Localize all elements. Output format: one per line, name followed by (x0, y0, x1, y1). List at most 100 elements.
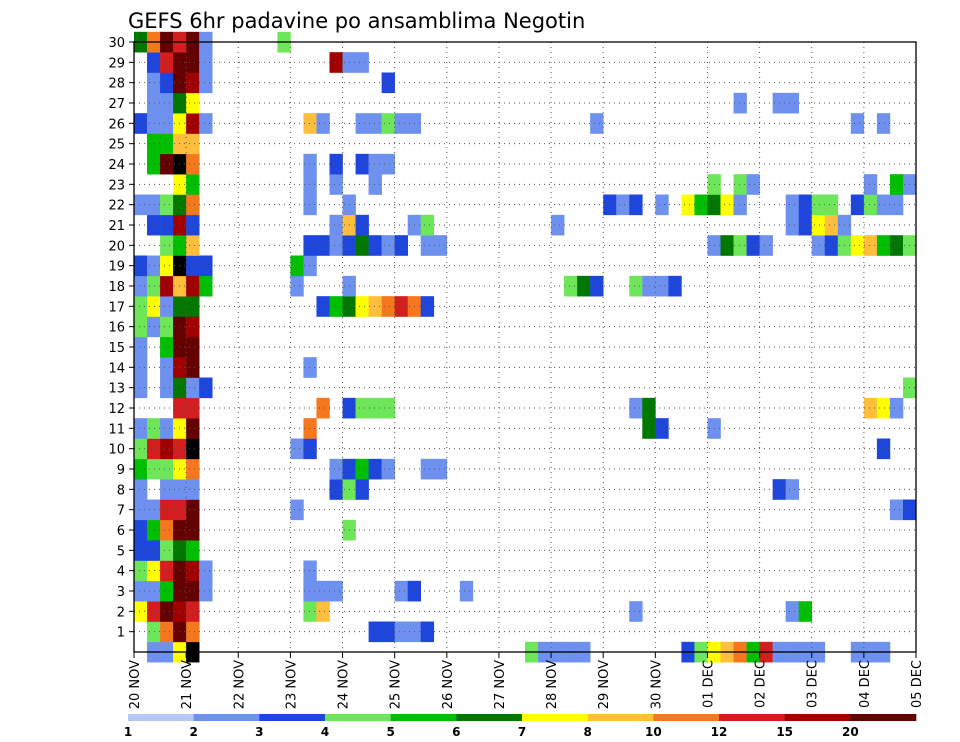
heatmap-cell (655, 418, 669, 439)
heatmap-cell (355, 52, 369, 73)
heatmap-cell (147, 194, 161, 216)
heatmap-cell (368, 113, 382, 134)
y-tick-label: 15 (108, 341, 125, 356)
heatmap-cell (134, 540, 148, 561)
colorbar-segment (850, 714, 917, 721)
colorbar-segment (784, 714, 851, 721)
heatmap-cell (876, 235, 891, 256)
y-tick-label: 20 (108, 239, 125, 254)
colorbar-segment (193, 714, 260, 721)
x-tick-label: 28 NOV (545, 660, 560, 709)
heatmap-cell (681, 194, 695, 216)
heatmap-cell (381, 235, 395, 256)
heatmap-cell (850, 113, 865, 134)
heatmap-cell (134, 296, 148, 317)
heatmap-cell (303, 580, 317, 602)
colorbar-segment (456, 714, 523, 721)
heatmap-cell (785, 601, 799, 622)
heatmap-cell (199, 52, 213, 73)
heatmap-cell (186, 296, 200, 317)
x-tick-label: 25 NOV (389, 660, 404, 709)
heatmap-cell (889, 235, 904, 256)
y-tick-label: 28 (108, 77, 125, 92)
x-tick-label: 05 DEC (910, 660, 925, 708)
heatmap-cell (642, 275, 656, 297)
heatmap-cell (134, 479, 148, 500)
heatmap-cell (355, 296, 369, 317)
y-tick-label: 17 (108, 300, 125, 315)
heatmap-cell (186, 458, 200, 480)
heatmap-cell (147, 255, 161, 277)
y-tick-label: 16 (108, 321, 125, 336)
heatmap-cell (459, 580, 474, 602)
heatmap-cell (160, 336, 174, 358)
y-tick-label: 3 (117, 585, 125, 600)
heatmap-cell (329, 174, 343, 195)
heatmap-cell (785, 214, 799, 236)
heatmap-cell (160, 92, 174, 114)
heatmap-cell (134, 275, 148, 297)
heatmap-cell (629, 194, 643, 216)
heatmap-cell (329, 479, 343, 500)
x-tick-label: 03 DEC (806, 660, 821, 708)
heatmap-cell (186, 377, 200, 399)
x-tick-label: 01 DEC (701, 660, 716, 708)
heatmap-cell (329, 580, 343, 602)
heatmap-cell (186, 214, 200, 236)
y-tick-label: 23 (108, 178, 125, 193)
heatmap-cell (186, 560, 200, 582)
heatmap-cell (368, 397, 382, 419)
heatmap-cell (785, 92, 799, 114)
heatmap-cell (303, 174, 317, 195)
heatmap-cell (186, 357, 200, 378)
x-tick-label: 23 NOV (284, 660, 299, 709)
heatmap-cell (186, 133, 200, 155)
heatmap-cell (134, 418, 148, 439)
colorbar-label: 15 (776, 725, 793, 739)
heatmap-cell (147, 275, 161, 297)
y-tick-label: 2 (117, 605, 125, 620)
heatmap-cell (329, 153, 343, 175)
colorbar-label: 10 (645, 725, 662, 739)
heatmap-cell (368, 235, 382, 256)
heatmap-cell (798, 214, 813, 236)
heatmap-cell (381, 296, 395, 317)
heatmap-cell (147, 133, 161, 155)
heatmap-cell (381, 458, 395, 480)
heatmap-cell (303, 560, 317, 582)
heatmap-cell (303, 438, 317, 460)
heatmap-cell (303, 153, 317, 175)
x-tick-label: 27 NOV (493, 660, 508, 709)
heatmap-cell (668, 275, 682, 297)
heatmap-cell (199, 275, 213, 297)
heatmap-cell (863, 174, 878, 195)
y-tick-label: 5 (117, 544, 125, 559)
heatmap-cell (629, 397, 643, 419)
heatmap-cell (186, 580, 200, 602)
x-tick-label: 30 NOV (649, 660, 664, 709)
heatmap-cell (186, 113, 200, 134)
heatmap-cell (160, 458, 174, 480)
heatmap-cell (420, 214, 435, 236)
heatmap-cell (186, 174, 200, 195)
heatmap-cell (160, 113, 174, 134)
heatmap-cell (147, 316, 161, 338)
heatmap-cell (733, 194, 747, 216)
heatmap-cell (642, 418, 656, 439)
x-tick-label: 22 NOV (232, 660, 247, 709)
heatmap-cell (316, 296, 330, 317)
heatmap-cell (433, 235, 448, 256)
heatmap-cell (160, 438, 174, 460)
heatmap-cell (642, 397, 656, 419)
heatmap-cell (694, 194, 708, 216)
heatmap-cell (147, 458, 161, 480)
heatmap-cell (433, 458, 448, 480)
heatmap-cell (394, 296, 408, 317)
colorbar-label: 6 (452, 725, 460, 739)
x-tick-label: 29 NOV (597, 660, 612, 709)
heatmap-cell (577, 275, 591, 297)
heatmap-cell (590, 113, 604, 134)
heatmap-cell (186, 438, 200, 460)
colorbar-segment (128, 714, 194, 721)
